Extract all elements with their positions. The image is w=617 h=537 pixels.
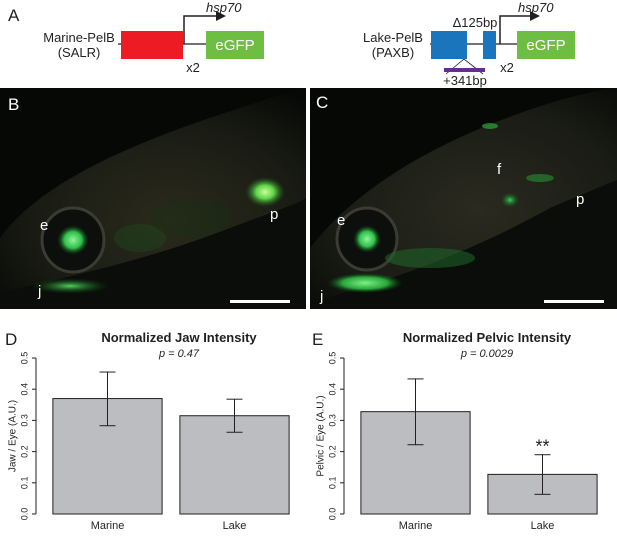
fish-photo-marine: B e p j <box>0 88 306 309</box>
lake-construct-name-line1: Lake-PelB <box>363 30 423 45</box>
lake-multiplier: x2 <box>500 60 514 75</box>
marine-enhancer-box <box>121 31 183 59</box>
pelvic-chart-subtitle: p = 0.0029 <box>460 348 513 360</box>
panel-letter-d: D <box>5 330 18 349</box>
marine-eye-label: e <box>40 217 49 234</box>
marine-multiplier: x2 <box>186 60 200 75</box>
lake-enhancer-box-left <box>431 31 467 59</box>
jaw-y-tick-label: 0.1 <box>19 477 29 490</box>
fish-photo-marine-image <box>0 88 306 309</box>
lake-construct-name: Lake-PelB (PAXB) <box>348 30 438 60</box>
marine-scale-bar <box>230 300 290 303</box>
pelvic-y-tick-label: 0.4 <box>327 383 337 396</box>
marine-construct-name: Marine-PelB (SALR) <box>34 30 124 60</box>
lake-scale-bar <box>544 300 604 303</box>
pelvic-x-label-marine: Marine <box>399 520 433 532</box>
lake-eye-label: e <box>337 212 346 229</box>
marine-promoter-arrowhead <box>216 11 226 21</box>
lake-promoter-arrowhead <box>530 11 540 21</box>
pelvic-y-tick-label: 0.0 <box>327 508 337 521</box>
jaw-chart-title: Normalized Jaw Intensity <box>101 330 257 345</box>
pelvic-significance-lake: ** <box>535 437 549 457</box>
pelvic-y-tick-label: 0.1 <box>327 477 337 490</box>
jaw-y-axis-label: Jaw / Eye (A.U.) <box>8 400 19 472</box>
lake-deletion-label: Δ125bp <box>452 15 498 30</box>
marine-jaw-label: j <box>38 283 42 300</box>
pelvic-intensity-chart: Normalized Pelvic Intensity p = 0.0029 0.0… <box>316 330 598 532</box>
pelvic-y-tick-label: 0.3 <box>327 414 337 427</box>
lake-fin-label: f <box>497 161 502 178</box>
marine-construct-name-line1: Marine-PelB <box>43 30 115 45</box>
lake-promoter-label: hsp70 <box>518 0 554 15</box>
panel-letter-c: C <box>316 93 329 112</box>
marine-promoter-label: hsp70 <box>206 0 242 15</box>
jaw-y-tick-label: 0.4 <box>19 383 29 396</box>
pelvic-y-tick-label: 0.5 <box>327 352 337 365</box>
lake-pelvic-label: p <box>576 191 585 208</box>
pelvic-y-tick-label: 0.2 <box>327 445 337 458</box>
jaw-y-tick-label: 0.3 <box>19 414 29 427</box>
lake-promoter-arrow <box>499 15 530 44</box>
jaw-x-label-marine: Marine <box>91 520 125 532</box>
pelvic-y-axis-label: Pelvic / Eye (A.U.) <box>316 395 327 476</box>
marine-egfp-label: eGFP <box>215 36 255 54</box>
fish-photo-lake-image <box>310 88 617 309</box>
marine-egfp-box: eGFP <box>206 31 264 59</box>
jaw-chart-subtitle: p = 0.47 <box>158 348 200 360</box>
lake-egfp-box: eGFP <box>517 31 575 59</box>
panel-letter-e: E <box>312 330 324 349</box>
lake-construct-name-line2: (PAXB) <box>371 45 415 60</box>
lake-insertion-bar <box>444 68 485 72</box>
marine-construct-name-line2: (SALR) <box>57 45 101 60</box>
marine-promoter-arrow <box>183 15 216 44</box>
jaw-y-tick-label: 0.2 <box>19 445 29 458</box>
lake-insertion-label: +341bp <box>443 73 487 88</box>
lake-jaw-label: j <box>320 288 324 305</box>
panel-letter-a: A <box>8 6 20 25</box>
pelvic-chart-title: Normalized Pelvic Intensity <box>403 330 572 345</box>
jaw-x-label-lake: Lake <box>223 520 247 532</box>
fish-photo-lake: C e f p j <box>310 88 617 309</box>
jaw-intensity-chart: Normalized Jaw Intensity p = 0.47 0.0 0.1 0.… <box>8 330 290 532</box>
jaw-y-tick-label: 0.0 <box>19 508 29 521</box>
marine-pelvic-label: p <box>270 206 279 223</box>
lake-enhancer-box-right <box>483 31 496 59</box>
jaw-y-tick-label: 0.5 <box>19 352 29 365</box>
panel-letter-b: B <box>8 95 20 114</box>
pelvic-x-label-lake: Lake <box>531 520 555 532</box>
lake-egfp-label: eGFP <box>526 36 566 54</box>
